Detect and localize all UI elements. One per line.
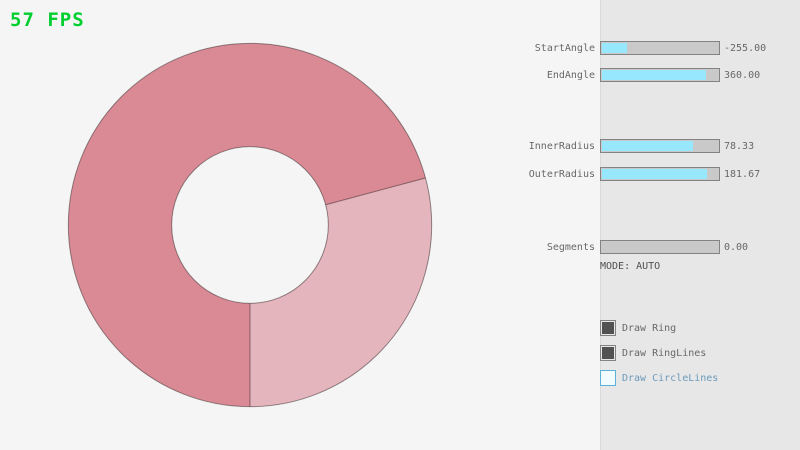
slider-endangle[interactable] — [600, 68, 720, 82]
slider-fill-outerradius — [602, 169, 707, 179]
slider-value-segments: 0.00 — [724, 242, 749, 253]
slider-outerradius[interactable] — [600, 167, 720, 181]
ring-single-pass-sector — [250, 177, 432, 407]
slider-row-endangle: EndAngle 360.00 — [0, 68, 800, 82]
mode-label: MODE: AUTO — [600, 261, 661, 272]
check-mark-icon — [602, 322, 614, 334]
slider-value-endangle: 360.00 — [724, 70, 761, 81]
slider-row-outerradius: OuterRadius 181.67 — [0, 167, 800, 181]
slider-segments[interactable] — [600, 240, 720, 254]
checkbox-draw-ring[interactable] — [600, 320, 616, 336]
slider-fill-endangle — [602, 70, 706, 80]
checkbox-row-draw-ringlines: Draw RingLines — [0, 345, 800, 361]
checkbox-row-draw-circlelines: Draw CircleLines — [0, 370, 800, 386]
slider-startangle[interactable] — [600, 41, 720, 55]
slider-row-startangle: StartAngle -255.00 — [0, 41, 800, 55]
slider-innerradius[interactable] — [600, 139, 720, 153]
slider-value-outerradius: 181.67 — [724, 169, 761, 180]
checkbox-label-draw-circlelines: Draw CircleLines — [622, 373, 719, 384]
checkbox-label-draw-ring: Draw Ring — [622, 323, 677, 334]
checkbox-draw-circlelines[interactable] — [600, 370, 616, 386]
slider-label-startangle: StartAngle — [534, 43, 595, 54]
slider-label-endangle: EndAngle — [546, 70, 595, 81]
fps-counter: 57 FPS — [10, 9, 85, 31]
slider-fill-startangle — [602, 43, 627, 53]
slider-value-startangle: -255.00 — [724, 43, 767, 54]
slider-label-segments: Segments — [546, 242, 595, 253]
ring-inner-outline — [171, 146, 329, 304]
slider-label-outerradius: OuterRadius — [528, 169, 595, 180]
slider-row-segments: Segments 0.00 — [0, 240, 800, 254]
slider-row-innerradius: InnerRadius 78.33 — [0, 139, 800, 153]
checkbox-draw-ringlines[interactable] — [600, 345, 616, 361]
slider-value-innerradius: 78.33 — [724, 141, 755, 152]
slider-label-innerradius: InnerRadius — [528, 141, 595, 152]
check-mark-icon — [602, 347, 614, 359]
ring-outer-outline — [67, 42, 433, 408]
checkbox-row-draw-ring: Draw Ring — [0, 320, 800, 336]
slider-fill-innerradius — [602, 141, 693, 151]
ring-start-angle-line — [325, 177, 426, 206]
checkbox-label-draw-ringlines: Draw RingLines — [622, 348, 707, 359]
